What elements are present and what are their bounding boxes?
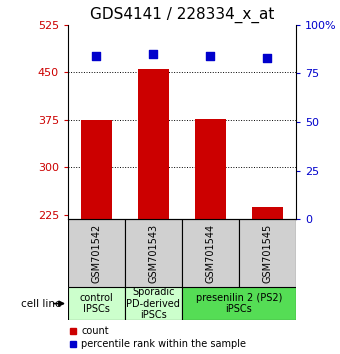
Bar (81, 120, 112, 219)
Title: GDS4141 / 228334_x_at: GDS4141 / 228334_x_at (90, 7, 274, 23)
Text: presenilin 2 (PS2)
iPSCs: presenilin 2 (PS2) iPSCs (195, 293, 282, 314)
Point (94, 53, 99, 59)
Text: Sporadic
PD-derived
iPSCs: Sporadic PD-derived iPSCs (126, 287, 180, 320)
Bar (252, 207, 283, 219)
Bar (125, 219, 182, 287)
Legend: count, percentile rank within the sample: count, percentile rank within the sample (69, 326, 246, 349)
Text: control
IPSCs: control IPSCs (80, 293, 113, 314)
Bar (125, 287, 182, 320)
Bar (182, 219, 239, 287)
Bar (68, 287, 125, 320)
Bar (239, 219, 296, 287)
Text: GSM701544: GSM701544 (205, 223, 215, 283)
Text: GSM701545: GSM701545 (262, 223, 272, 283)
Bar (195, 119, 226, 219)
Point (265, 55, 270, 61)
Bar (182, 287, 296, 320)
Text: GSM701542: GSM701542 (91, 223, 101, 283)
Bar (68, 219, 125, 287)
Point (151, 51, 156, 57)
Bar (138, 69, 169, 219)
Text: cell line: cell line (21, 298, 61, 309)
Text: GSM701543: GSM701543 (149, 223, 158, 283)
Point (208, 53, 213, 59)
